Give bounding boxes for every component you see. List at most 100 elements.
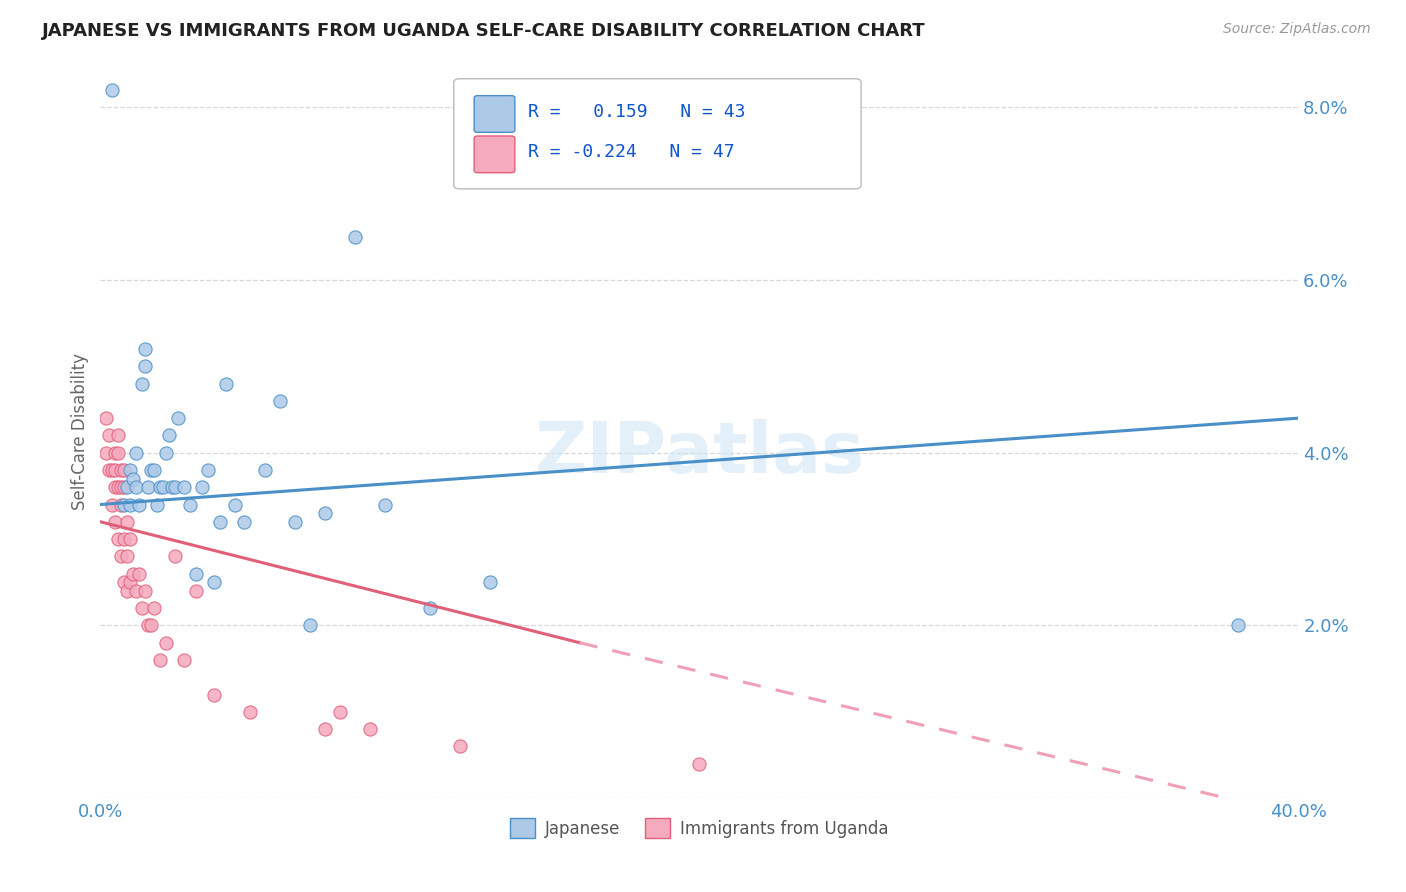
Point xyxy=(155,636,177,650)
Point xyxy=(224,498,246,512)
Point xyxy=(165,549,187,564)
FancyBboxPatch shape xyxy=(454,78,860,189)
Point xyxy=(125,583,148,598)
Point xyxy=(112,463,135,477)
Point xyxy=(110,549,132,564)
Point xyxy=(284,515,307,529)
Point xyxy=(314,506,336,520)
Point xyxy=(120,463,142,477)
Point xyxy=(186,566,208,581)
Point xyxy=(96,411,118,425)
Point xyxy=(157,428,180,442)
Point xyxy=(125,480,148,494)
Point xyxy=(149,653,172,667)
Point xyxy=(419,601,441,615)
Point xyxy=(131,601,153,615)
Point xyxy=(128,498,150,512)
Point xyxy=(122,566,145,581)
Point xyxy=(122,472,145,486)
Point xyxy=(104,515,127,529)
Legend: Japanese, Immigrants from Uganda: Japanese, Immigrants from Uganda xyxy=(503,811,896,845)
Point xyxy=(104,463,127,477)
Point xyxy=(117,549,139,564)
Point xyxy=(143,463,166,477)
Point xyxy=(104,480,127,494)
Point xyxy=(101,498,124,512)
Point xyxy=(688,756,710,771)
Point xyxy=(209,515,232,529)
Point xyxy=(125,446,148,460)
Point xyxy=(179,498,201,512)
Point xyxy=(101,83,124,97)
Point xyxy=(98,428,121,442)
Point xyxy=(215,376,238,391)
Point xyxy=(136,480,159,494)
Point xyxy=(165,480,187,494)
Point xyxy=(112,532,135,546)
Point xyxy=(298,618,321,632)
Text: JAPANESE VS IMMIGRANTS FROM UGANDA SELF-CARE DISABILITY CORRELATION CHART: JAPANESE VS IMMIGRANTS FROM UGANDA SELF-… xyxy=(42,22,925,40)
Point xyxy=(117,515,139,529)
Point xyxy=(374,498,396,512)
Text: ZIPatlas: ZIPatlas xyxy=(534,418,865,488)
Point xyxy=(107,428,129,442)
Point xyxy=(141,463,163,477)
Text: R = -0.224   N = 47: R = -0.224 N = 47 xyxy=(529,143,735,161)
Point xyxy=(120,498,142,512)
Point xyxy=(110,498,132,512)
Point xyxy=(134,583,156,598)
Point xyxy=(120,575,142,590)
Point xyxy=(134,342,156,356)
Point xyxy=(254,463,277,477)
Point xyxy=(104,446,127,460)
Point xyxy=(112,498,135,512)
Point xyxy=(329,705,352,719)
Point xyxy=(191,480,214,494)
Point xyxy=(160,480,183,494)
Point xyxy=(478,575,501,590)
Point xyxy=(98,463,121,477)
Point xyxy=(343,229,366,244)
Point xyxy=(233,515,256,529)
Point xyxy=(110,480,132,494)
Point xyxy=(143,601,166,615)
Point xyxy=(101,463,124,477)
Point xyxy=(134,359,156,374)
Point xyxy=(146,498,169,512)
Point xyxy=(149,480,172,494)
FancyBboxPatch shape xyxy=(474,95,515,132)
Point xyxy=(117,583,139,598)
Point xyxy=(110,463,132,477)
Text: Source: ZipAtlas.com: Source: ZipAtlas.com xyxy=(1223,22,1371,37)
Point xyxy=(359,722,381,736)
Point xyxy=(186,583,208,598)
Point xyxy=(107,480,129,494)
Y-axis label: Self-Care Disability: Self-Care Disability xyxy=(72,352,89,509)
Point xyxy=(141,618,163,632)
Point xyxy=(120,532,142,546)
Point xyxy=(167,411,190,425)
Point xyxy=(314,722,336,736)
Point xyxy=(173,653,195,667)
Point xyxy=(269,393,291,408)
Point xyxy=(1227,618,1250,632)
Point xyxy=(107,532,129,546)
Point xyxy=(128,566,150,581)
Point xyxy=(197,463,219,477)
Point xyxy=(136,618,159,632)
Point xyxy=(449,739,471,754)
Point xyxy=(112,575,135,590)
Point xyxy=(131,376,153,391)
Point xyxy=(202,575,225,590)
FancyBboxPatch shape xyxy=(474,136,515,173)
Point xyxy=(112,480,135,494)
Point xyxy=(96,446,118,460)
Point xyxy=(202,688,225,702)
Point xyxy=(107,446,129,460)
Point xyxy=(152,480,174,494)
Text: R =   0.159   N = 43: R = 0.159 N = 43 xyxy=(529,103,745,120)
Point xyxy=(155,446,177,460)
Point xyxy=(173,480,195,494)
Point xyxy=(239,705,262,719)
Point xyxy=(117,480,139,494)
